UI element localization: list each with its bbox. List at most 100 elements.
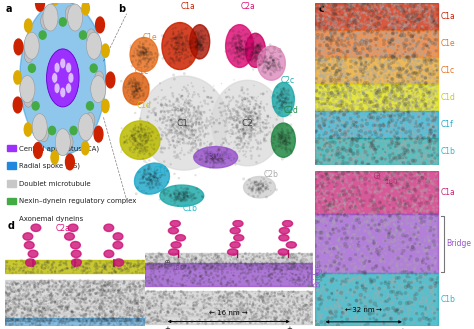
- Point: [188, 257, 195, 263]
- Point: [360, 38, 367, 43]
- Point: [147, 177, 155, 182]
- Point: [109, 298, 116, 304]
- Point: [202, 317, 210, 322]
- Point: [334, 69, 342, 74]
- Point: [396, 230, 404, 235]
- Point: [377, 300, 385, 306]
- Point: [137, 123, 145, 128]
- Point: [213, 154, 220, 159]
- Point: [321, 70, 328, 75]
- Point: [365, 145, 373, 151]
- Point: [361, 169, 369, 174]
- Point: [424, 43, 431, 49]
- Point: [182, 121, 190, 127]
- Point: [205, 152, 212, 157]
- Point: [135, 261, 142, 266]
- Point: [374, 288, 382, 293]
- Point: [194, 134, 202, 139]
- Point: [358, 177, 365, 182]
- Point: [360, 73, 367, 79]
- Point: [87, 308, 94, 314]
- Point: [409, 265, 416, 270]
- Point: [418, 174, 425, 180]
- Point: [348, 29, 356, 34]
- Point: [160, 189, 167, 194]
- Point: [228, 45, 236, 50]
- Point: [23, 259, 30, 264]
- Point: [410, 70, 418, 75]
- Point: [135, 89, 143, 94]
- Point: [338, 33, 346, 38]
- Point: [314, 254, 321, 259]
- Point: [236, 49, 244, 54]
- Point: [412, 312, 420, 317]
- Point: [162, 264, 169, 269]
- Point: [318, 101, 326, 107]
- Point: [393, 19, 401, 24]
- Point: [321, 186, 328, 191]
- Point: [351, 125, 358, 130]
- Point: [235, 39, 242, 44]
- Point: [118, 296, 126, 302]
- Point: [426, 80, 433, 85]
- Point: [426, 20, 433, 26]
- Point: [53, 307, 61, 313]
- Point: [182, 130, 189, 136]
- Point: [4, 301, 11, 306]
- Point: [335, 37, 342, 42]
- Point: [236, 133, 244, 138]
- Point: [31, 261, 39, 266]
- Point: [421, 108, 429, 113]
- Point: [329, 311, 337, 316]
- Point: [266, 55, 273, 61]
- Point: [253, 160, 260, 165]
- Point: [252, 190, 259, 195]
- Point: [372, 71, 380, 76]
- Point: [159, 103, 166, 108]
- Point: [410, 32, 418, 38]
- Point: [416, 173, 424, 178]
- Ellipse shape: [70, 126, 77, 135]
- Point: [108, 270, 115, 275]
- Point: [54, 302, 61, 307]
- Point: [355, 116, 363, 121]
- Point: [298, 252, 306, 257]
- Point: [283, 142, 291, 148]
- Point: [189, 195, 196, 200]
- Point: [407, 19, 415, 24]
- Point: [431, 158, 438, 163]
- Circle shape: [171, 242, 181, 248]
- Circle shape: [54, 83, 60, 93]
- Point: [423, 178, 431, 184]
- Point: [427, 117, 435, 122]
- Point: [389, 307, 397, 312]
- Point: [159, 292, 166, 297]
- Point: [329, 98, 337, 103]
- Point: [272, 321, 280, 326]
- Point: [263, 60, 270, 65]
- Point: [351, 19, 359, 24]
- Point: [377, 115, 385, 121]
- Point: [301, 317, 308, 323]
- Point: [139, 75, 147, 80]
- Point: [262, 185, 269, 190]
- Point: [396, 86, 403, 91]
- Point: [342, 52, 349, 58]
- Point: [406, 104, 413, 109]
- Point: [400, 31, 408, 36]
- Point: [427, 285, 434, 290]
- Point: [269, 63, 276, 68]
- Point: [45, 279, 52, 285]
- Point: [319, 37, 327, 42]
- Point: [329, 102, 337, 107]
- Point: [397, 171, 404, 177]
- Point: [425, 150, 433, 155]
- Point: [121, 264, 128, 269]
- Point: [404, 44, 411, 49]
- Point: [58, 285, 65, 290]
- Point: [139, 48, 146, 54]
- Point: [155, 178, 162, 184]
- Point: [341, 91, 348, 97]
- Point: [327, 10, 335, 15]
- Point: [160, 105, 167, 111]
